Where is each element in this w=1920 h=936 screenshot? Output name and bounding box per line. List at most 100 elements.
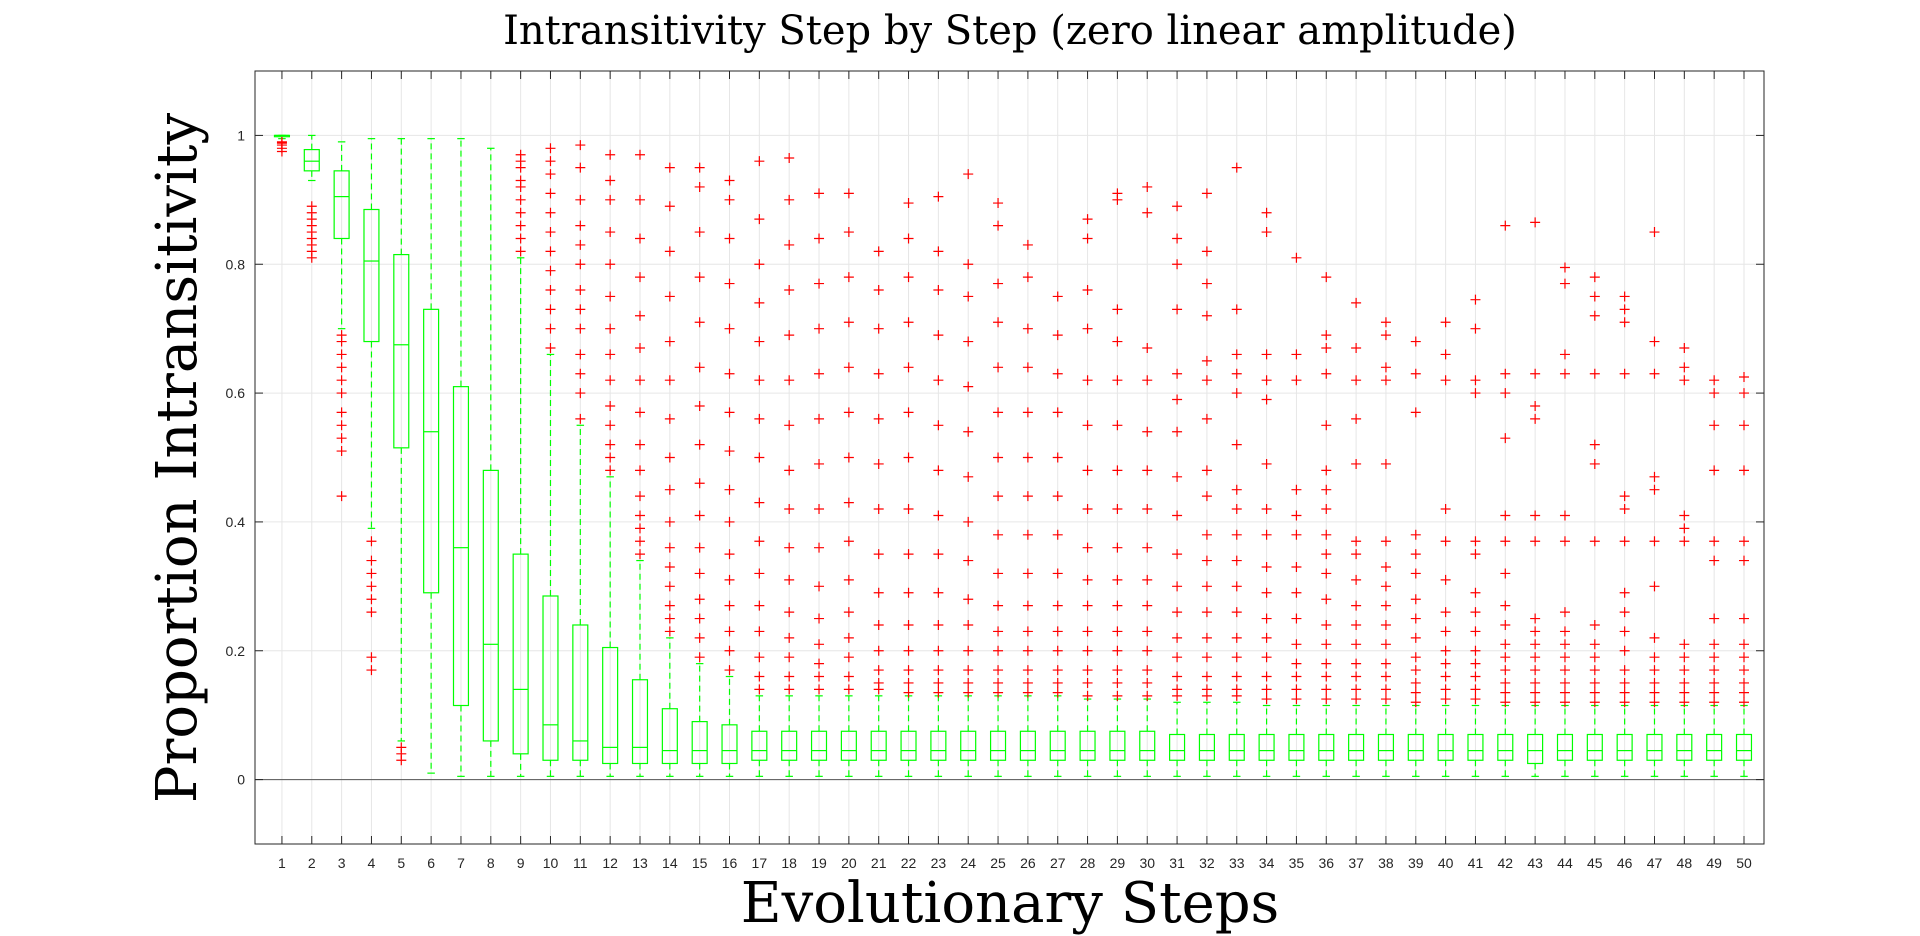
outlier-point bbox=[1112, 665, 1123, 676]
x-tick-label: 46 bbox=[1617, 855, 1633, 871]
box-29 bbox=[1109, 188, 1126, 777]
outlier-point bbox=[336, 491, 347, 502]
outlier-point bbox=[1649, 471, 1660, 482]
box-8 bbox=[482, 147, 499, 777]
outlier-point bbox=[1380, 658, 1391, 669]
outlier-point bbox=[1172, 510, 1183, 521]
outlier-point bbox=[814, 323, 825, 334]
x-tick-label: 40 bbox=[1438, 855, 1454, 871]
outlier-point bbox=[545, 143, 556, 154]
outlier-point bbox=[814, 368, 825, 379]
outlier-point bbox=[843, 188, 854, 199]
outlier-point bbox=[575, 285, 586, 296]
box-iqr bbox=[751, 730, 768, 761]
outlier-point bbox=[1619, 607, 1630, 618]
x-tick-label: 1 bbox=[278, 855, 286, 871]
outlier-point bbox=[1291, 349, 1302, 360]
outlier-point bbox=[1321, 465, 1332, 476]
outlier-point bbox=[784, 607, 795, 618]
outlier-point bbox=[1649, 652, 1660, 663]
outlier-point bbox=[1112, 542, 1123, 553]
outlier-point bbox=[1559, 639, 1570, 650]
outlier-point bbox=[1052, 452, 1063, 463]
x-tick-label: 36 bbox=[1318, 855, 1334, 871]
outlier-point bbox=[1082, 690, 1093, 701]
outlier-point bbox=[545, 227, 556, 238]
outlier-point bbox=[1380, 581, 1391, 592]
outlier-point bbox=[784, 574, 795, 585]
x-tick-label: 45 bbox=[1587, 855, 1603, 871]
outlier-point bbox=[754, 156, 765, 167]
outlier-point bbox=[903, 619, 914, 630]
outlier-point bbox=[1739, 665, 1749, 676]
outlier-point bbox=[575, 162, 586, 173]
outlier-point bbox=[1739, 536, 1749, 547]
box-iqr bbox=[1377, 733, 1395, 761]
outlier-point bbox=[1470, 587, 1481, 598]
outlier-point bbox=[1739, 388, 1749, 399]
outlier-point bbox=[605, 149, 616, 160]
y-tick-label: 0.8 bbox=[226, 256, 246, 272]
outlier-point bbox=[1231, 652, 1242, 663]
outlier-point bbox=[1559, 697, 1570, 708]
box-10 bbox=[542, 143, 559, 777]
outlier-point bbox=[1082, 233, 1093, 244]
outlier-point bbox=[1559, 687, 1570, 698]
outlier-point bbox=[1589, 687, 1600, 698]
outlier-point bbox=[575, 323, 586, 334]
outlier-point bbox=[366, 555, 377, 566]
outlier-point bbox=[1440, 574, 1451, 585]
outlier-point bbox=[1380, 562, 1391, 573]
box-1 bbox=[273, 134, 291, 157]
outlier-point bbox=[1052, 291, 1063, 302]
outlier-point bbox=[1201, 581, 1212, 592]
outlier-point bbox=[754, 336, 765, 347]
outlier-point bbox=[1410, 368, 1421, 379]
outlier-point bbox=[1052, 626, 1063, 637]
outlier-point bbox=[1351, 684, 1362, 695]
box-iqr bbox=[1616, 733, 1633, 761]
outlier-point bbox=[1112, 690, 1123, 701]
outlier-point bbox=[1649, 677, 1660, 688]
box-iqr bbox=[661, 708, 678, 765]
outlier-point bbox=[1619, 317, 1630, 328]
outlier-point bbox=[366, 652, 377, 663]
outlier-point bbox=[306, 201, 317, 212]
outlier-point bbox=[545, 188, 556, 199]
outlier-point bbox=[1619, 677, 1630, 688]
outlier-point bbox=[1739, 697, 1749, 708]
outlier-point bbox=[993, 687, 1004, 698]
outlier-point bbox=[1291, 671, 1302, 682]
outlier-point bbox=[545, 342, 556, 353]
y-tick-label: 0.6 bbox=[226, 385, 246, 401]
outlier-point bbox=[754, 536, 765, 547]
outlier-point bbox=[1022, 362, 1033, 373]
box-iqr bbox=[1049, 730, 1066, 761]
outlier-point bbox=[1112, 336, 1123, 347]
outlier-point bbox=[724, 175, 735, 186]
outlier-point bbox=[1530, 536, 1541, 547]
outlier-point bbox=[1619, 665, 1630, 676]
outlier-point bbox=[1231, 581, 1242, 592]
outlier-point bbox=[1172, 471, 1183, 482]
outlier-point bbox=[843, 362, 854, 373]
outlier-point bbox=[1112, 504, 1123, 515]
outlier-point bbox=[1052, 665, 1063, 676]
outlier-point bbox=[1589, 291, 1600, 302]
outlier-point bbox=[993, 362, 1004, 373]
outlier-point bbox=[605, 291, 616, 302]
outlier-point bbox=[1559, 626, 1570, 637]
outlier-point bbox=[1112, 304, 1123, 315]
box-iqr bbox=[1258, 733, 1275, 761]
outlier-point bbox=[754, 259, 765, 270]
outlier-point bbox=[814, 504, 825, 515]
outlier-point bbox=[903, 645, 914, 656]
box-iqr bbox=[602, 646, 619, 765]
outlier-point bbox=[1709, 639, 1720, 650]
outlier-point bbox=[515, 233, 526, 244]
box-iqr bbox=[1735, 733, 1753, 761]
outlier-point bbox=[754, 568, 765, 579]
outlier-point bbox=[276, 136, 287, 147]
outlier-point bbox=[1351, 297, 1362, 308]
